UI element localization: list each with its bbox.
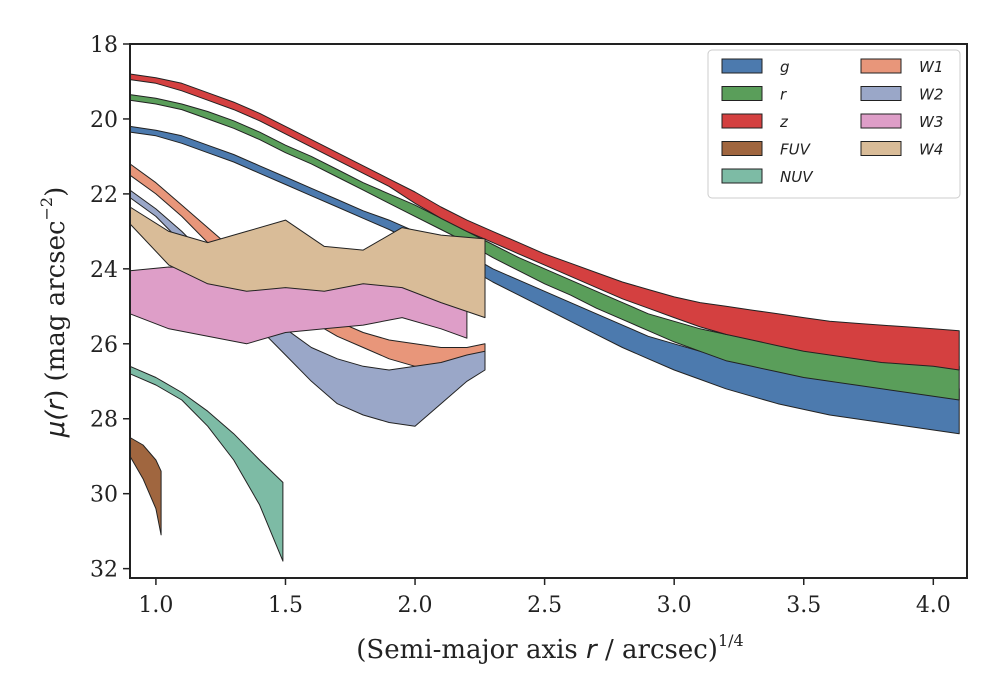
band-nuv (129, 365, 284, 562)
legend-swatch-nuv (721, 168, 763, 184)
y-tick-label: 22 (90, 183, 118, 208)
x-tick-label: 4.0 (916, 593, 951, 618)
legend-label-w4: W4 (919, 141, 943, 159)
x-tick-label: 1.0 (138, 593, 173, 618)
legend-label-fuv: FUV (780, 141, 812, 159)
x-tick-label: 2.5 (527, 593, 562, 618)
legend-swatch-w2 (860, 86, 902, 101)
legend-label-w1: W1 (919, 58, 943, 76)
legend-swatch-w3 (860, 113, 902, 129)
legend: grz FUV NUV W1 W2 W3 W4 (707, 49, 961, 199)
y-tick-label: 30 (90, 483, 118, 508)
plot-frame (129, 43, 968, 579)
x-tick-label: 2.0 (398, 593, 433, 618)
legend-swatch-fuv (721, 141, 763, 156)
legend-label-nuv: NUV (780, 168, 814, 186)
legend-swatch-w4 (860, 141, 902, 156)
y-tick-label: 26 (90, 333, 118, 358)
legend-swatch-w1 (860, 58, 902, 74)
band-r (129, 94, 960, 401)
x-axis-ticks: 1.0 1.5 2.0 2.5 3.0 3.5 4.0 (138, 578, 951, 618)
legend-label-w3: W3 (919, 113, 943, 131)
legend-swatch-r (721, 86, 763, 101)
y-axis-label: μ(r) (mag arcsec−2) (37, 187, 71, 439)
band-w4 (129, 206, 486, 319)
y-tick-label: 20 (90, 108, 118, 133)
y-tick-label: 24 (90, 258, 118, 283)
profile-bands (129, 73, 960, 562)
band-fuv (129, 437, 162, 536)
legend-swatch-z (721, 113, 763, 129)
y-tick-label: 32 (90, 558, 118, 583)
x-axis-label: (Semi-major axis r / arcsec)1/4 (356, 631, 743, 665)
x-tick-label: 1.5 (268, 593, 303, 618)
y-tick-label: 28 (90, 408, 118, 433)
y-tick-label: 18 (90, 33, 118, 58)
y-axis-ticks: 18 20 22 24 26 28 30 32 (90, 33, 130, 583)
x-tick-label: 3.0 (657, 593, 692, 618)
legend-swatch-g (721, 58, 763, 74)
legend-label-w2: W2 (919, 86, 943, 104)
legend-label-r: r (780, 86, 787, 104)
legend-label-g: g (780, 58, 790, 76)
x-tick-label: 3.5 (786, 593, 821, 618)
legend-label-z: z (779, 113, 789, 131)
band-z (129, 73, 960, 371)
